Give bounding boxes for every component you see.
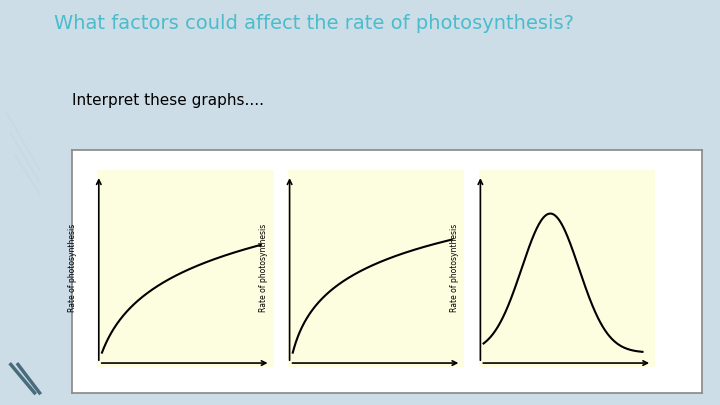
Text: Rate of photosynthesis: Rate of photosynthesis: [258, 224, 268, 312]
Text: Interpret these graphs....: Interpret these graphs....: [72, 93, 264, 108]
Text: What factors could affect the rate of photosynthesis?: What factors could affect the rate of ph…: [54, 14, 574, 33]
Text: Rate of photosynthesis: Rate of photosynthesis: [449, 224, 459, 312]
Text: Rate of photosynthesis: Rate of photosynthesis: [68, 224, 77, 312]
